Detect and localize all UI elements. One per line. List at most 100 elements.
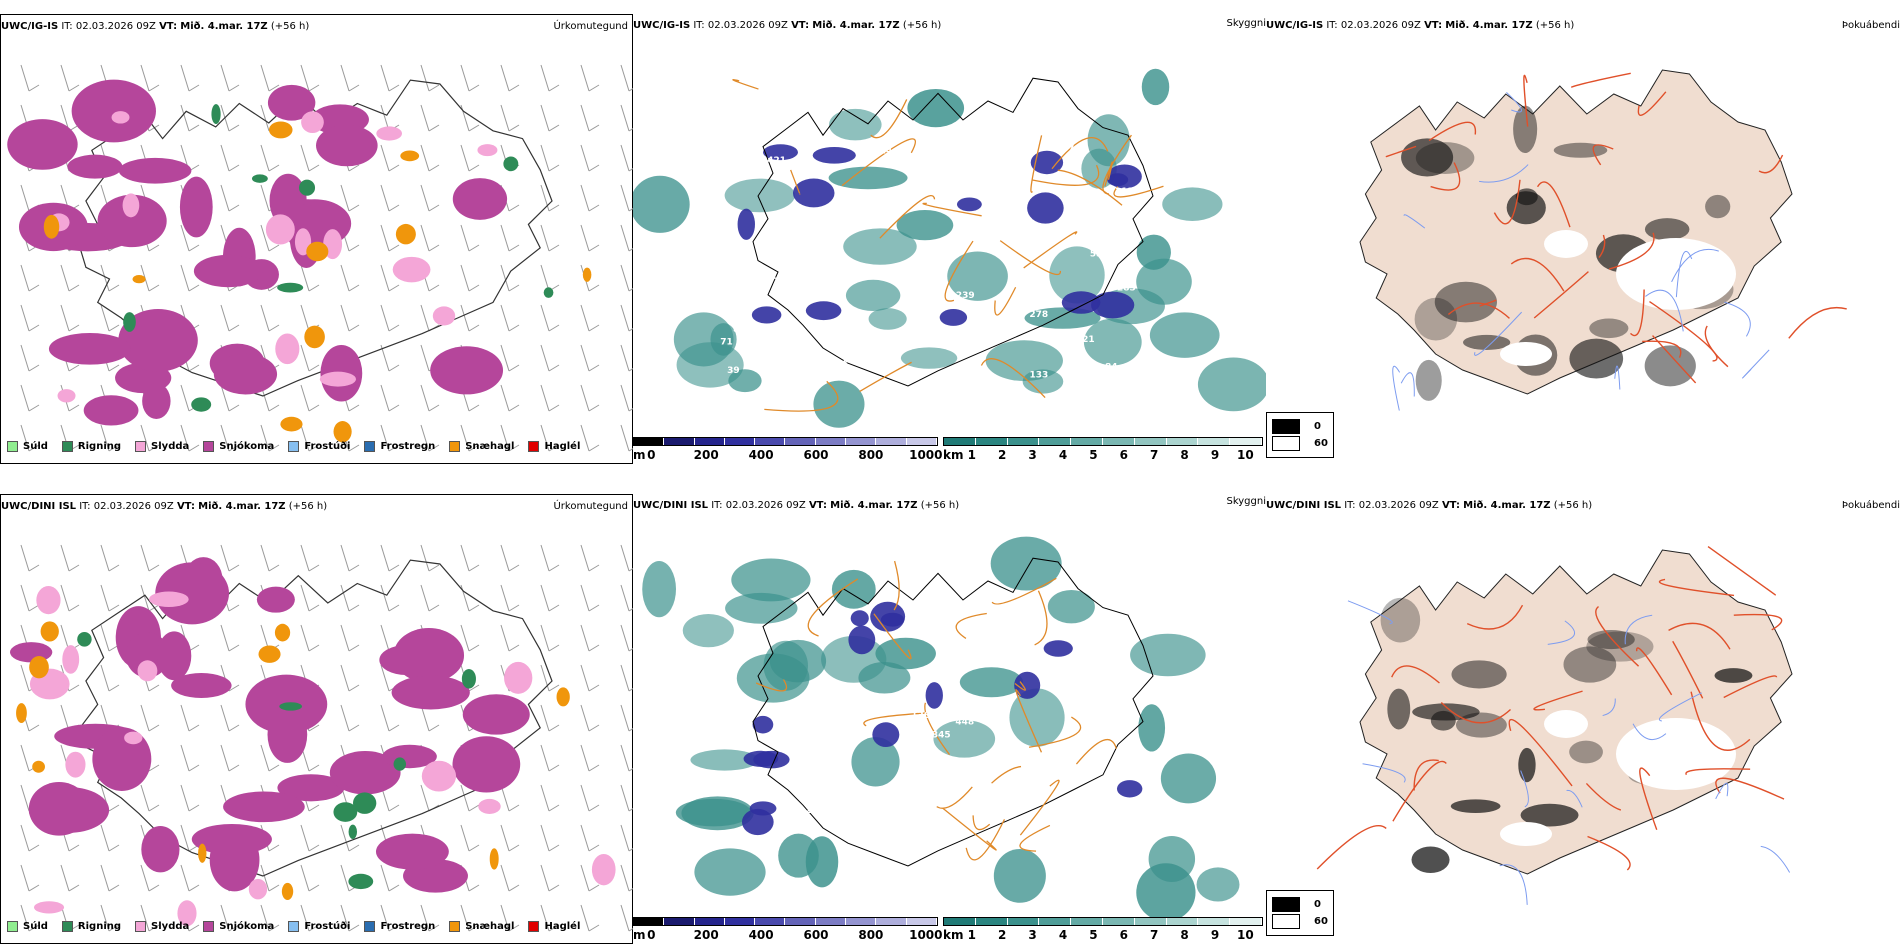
precip-area-sleet [265, 214, 295, 245]
road [1430, 162, 1461, 191]
fog-legend-item: 60 [1272, 436, 1328, 451]
colorbar-unit: m [633, 448, 646, 462]
visibility-area [900, 347, 958, 369]
precip-map-bottom[interactable] [1, 495, 634, 945]
precip-area-snow-pellets [280, 416, 303, 432]
wind-barb [580, 344, 600, 372]
wind-barb [540, 304, 560, 332]
colorbar-tick: 2 [998, 928, 1007, 942]
precip-area-sleet [478, 798, 501, 814]
colorbar-tick: 8 [1180, 448, 1189, 462]
wind-barb [540, 624, 560, 652]
cloud-base-height-label: 895 [733, 325, 752, 335]
panel-header: UWC/DINI ISL IT: 02.03.2026 09Z VT: Mið.… [1266, 500, 1593, 511]
fog-map-top[interactable] [1266, 14, 1900, 464]
precip-area-snow [67, 154, 123, 179]
legend-label: Rigning [77, 921, 122, 932]
visibility-area [851, 737, 900, 787]
legend-label: Rigning [77, 441, 122, 452]
cloud-base-area [1043, 640, 1073, 657]
road [1636, 647, 1673, 696]
legend-item: Snjókoma [203, 921, 274, 932]
wind-barb [580, 864, 600, 892]
colorbar-tick: 5 [1089, 448, 1098, 462]
wind-barb [540, 864, 560, 892]
precip-area-sleet [122, 193, 140, 218]
wind-barb [500, 344, 520, 372]
road [1028, 716, 1082, 748]
colorbar-tick: 200 [693, 448, 719, 462]
legend-swatch [7, 441, 18, 452]
precip-area-rain [279, 702, 303, 711]
wind-barb [620, 544, 634, 572]
wind-barb [220, 64, 240, 92]
road [1707, 546, 1776, 596]
road [1570, 72, 1631, 88]
road [1637, 91, 1667, 116]
precip-map-top[interactable] [1, 15, 634, 465]
visibility-area [725, 592, 798, 624]
wind-barb [460, 544, 480, 572]
wind-barb [420, 184, 440, 212]
road [1102, 134, 1132, 195]
wind-barb [300, 824, 320, 852]
legend-item: Súld [7, 441, 48, 452]
precip-area-snow [267, 706, 308, 763]
wind-barb [340, 904, 360, 932]
visibility-area [1162, 187, 1223, 221]
colorbar-tick: 6 [1119, 928, 1128, 942]
fog-legend-item: 60 [1272, 914, 1328, 929]
wind-barb [260, 64, 280, 92]
wind-barb [300, 424, 320, 452]
cloud-base-height-label: 96 [1107, 247, 1120, 257]
road [1032, 164, 1100, 186]
river [1474, 311, 1523, 356]
road [1639, 767, 1658, 830]
cloud-base-height-label: 114 [873, 147, 892, 157]
road [1479, 299, 1497, 307]
legend-swatch [528, 441, 540, 452]
wind-barb [180, 704, 200, 732]
wind-barb [140, 864, 160, 892]
road [1592, 144, 1614, 166]
wind-barb [460, 304, 480, 332]
colorbar-tick: 0 [647, 928, 656, 942]
cloud-base-height-label: 365 [999, 636, 1018, 646]
road [1391, 665, 1440, 684]
road [1023, 231, 1078, 269]
glacier [1500, 822, 1552, 846]
wind-barb [620, 224, 634, 252]
precip-area-snow [28, 782, 90, 836]
wind-barb [100, 424, 120, 452]
colorbar-tick: 10 [1237, 928, 1254, 942]
wind-barb [500, 904, 520, 932]
precip-area-snow-pellets [40, 621, 59, 642]
wind-barb [580, 704, 600, 732]
colorbar-tick: 4 [1058, 448, 1068, 462]
road [1316, 825, 1387, 870]
visibility-area [694, 848, 766, 896]
wind-barb [100, 544, 120, 572]
wind-barb [20, 824, 40, 852]
precip-area-snow-pellets [43, 214, 60, 239]
road [972, 815, 991, 831]
colorbar-tick: 0 [647, 448, 656, 462]
precip-area-snow [118, 309, 198, 372]
visibility-area [933, 720, 996, 758]
road [1057, 169, 1123, 206]
colorbar-cell [785, 918, 816, 925]
wind-barb [500, 384, 520, 412]
wind-barb [540, 384, 560, 412]
visibility-map-top[interactable]: 4171837768285421257998420111438535123913… [633, 14, 1266, 464]
precip-area-snow [125, 632, 170, 678]
fog-legend-item: 0 [1272, 419, 1328, 434]
cloud-base-height-label: 448 [955, 717, 974, 727]
cloud-base-height-label: 385 [972, 162, 991, 172]
cloud-base-area [741, 808, 774, 836]
wind-barb [60, 544, 80, 572]
fog-map-bottom[interactable] [1266, 494, 1900, 944]
legend-swatch [528, 921, 540, 932]
visibility-area [959, 667, 1024, 698]
wind-barb [380, 184, 400, 212]
